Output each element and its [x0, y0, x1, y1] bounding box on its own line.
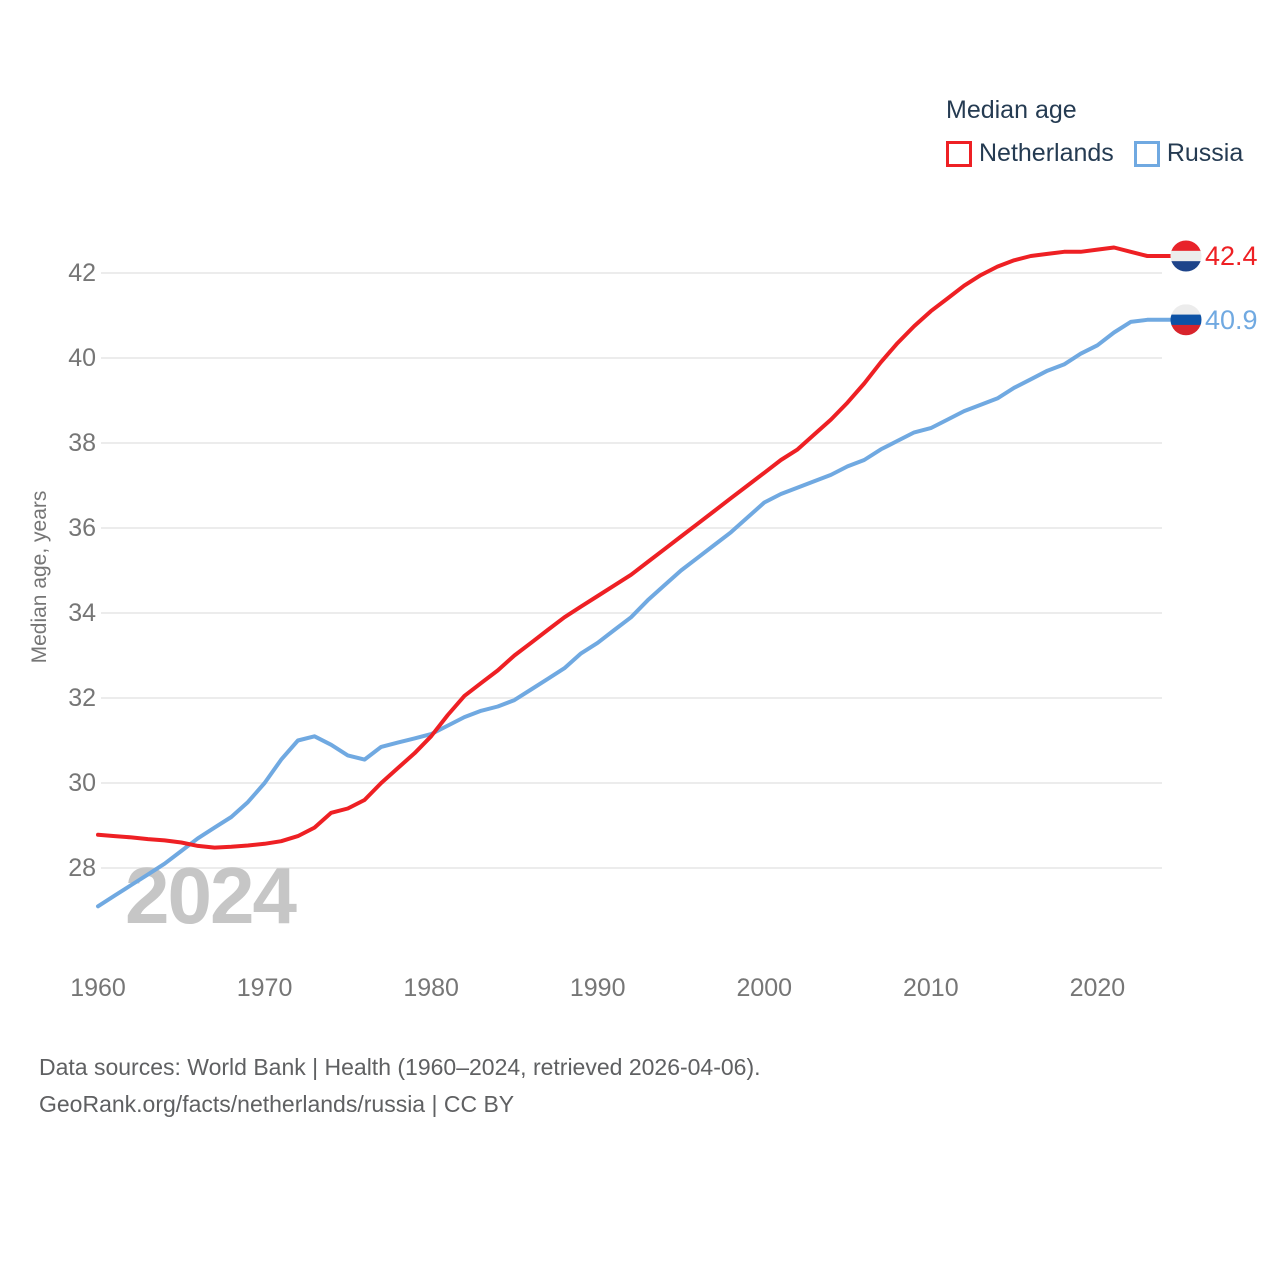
x-tick-label: 2000 [736, 974, 792, 1002]
y-tick-label: 38 [68, 429, 96, 457]
flag-stripe [1170, 324, 1202, 336]
legend-title: Median age [946, 96, 1077, 124]
x-tick-labels: 1960 1970 1980 1990 2000 2010 2020 [70, 974, 1125, 1002]
legend-item-netherlands[interactable]: Netherlands [946, 139, 1114, 168]
median-age-line-chart: 28 30 32 34 36 38 40 42 2024 1960 1970 1980 1990 2000… [28, 240, 1258, 1002]
russia-end-value: 40.9 [1205, 305, 1258, 335]
y-tick-label: 36 [68, 514, 96, 542]
russia-swatch-icon [1133, 140, 1160, 167]
x-tick-label: 1990 [570, 974, 626, 1002]
y-tick-label: 32 [68, 684, 96, 712]
legend-items: Netherlands Russia [946, 139, 1243, 168]
y-tick-label: 42 [68, 259, 96, 287]
legend-label-netherlands: Netherlands [979, 139, 1114, 167]
y-tick-label: 34 [68, 599, 96, 627]
y-axis-title: Median age, years [28, 491, 51, 664]
netherlands-line [96, 245, 1172, 850]
flag-stripe [1170, 250, 1202, 262]
netherlands-end-value: 42.4 [1205, 241, 1258, 271]
flag-stripe [1170, 314, 1202, 326]
y-tick-label: 30 [68, 769, 96, 797]
netherlands-flag-icon [1170, 240, 1202, 272]
x-tick-label: 2010 [903, 974, 959, 1002]
x-tick-label: 1960 [70, 974, 126, 1002]
russia-line [96, 317, 1172, 909]
x-tick-label: 2020 [1070, 974, 1126, 1002]
y-tick-labels: 28 30 32 34 36 38 40 42 [68, 259, 96, 882]
russia-flag-icon [1170, 304, 1202, 336]
chart-legend: Median age Netherlands Russia [946, 96, 1243, 168]
watermark-year: 2024 [125, 851, 297, 940]
flag-stripe [1170, 240, 1202, 252]
legend-item-russia[interactable]: Russia [1133, 139, 1244, 168]
x-tick-label: 1980 [403, 974, 459, 1002]
y-tick-label: 28 [68, 854, 96, 882]
gridlines [101, 272, 1162, 869]
footer-data-sources: Data sources: World Bank | Health (1960–… [39, 1054, 761, 1080]
netherlands-swatch-icon [946, 140, 972, 167]
flag-stripe [1170, 304, 1202, 316]
legend-label-russia: Russia [1166, 139, 1244, 167]
chart-footer: Data sources: World Bank | Health (1960–… [39, 1049, 761, 1123]
flag-stripe [1170, 261, 1202, 272]
y-tick-label: 40 [68, 344, 96, 372]
x-tick-label: 1970 [237, 974, 293, 1002]
footer-attribution: GeoRank.org/facts/netherlands/russia | C… [39, 1091, 515, 1117]
